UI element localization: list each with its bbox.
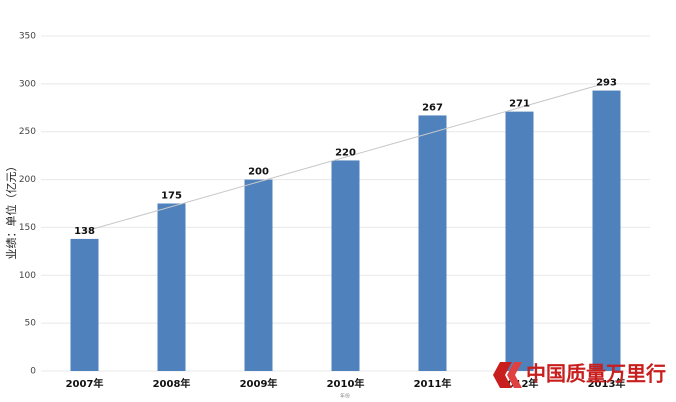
x-tick-label: 2009年 <box>240 377 278 390</box>
y-tick-label: 150 <box>19 223 36 233</box>
y-tick-label: 250 <box>19 127 36 137</box>
x-tick-label: 2011年 <box>414 377 452 390</box>
logo-shape <box>493 362 512 388</box>
data-label: 220 <box>335 147 356 158</box>
x-tick-label: 2010年 <box>327 377 365 390</box>
data-label: 271 <box>509 99 530 110</box>
x-axis-label: 年份 <box>340 393 350 400</box>
y-tick-label: 0 <box>30 367 36 377</box>
watermark: 中国质量万里行 <box>526 362 666 386</box>
bar <box>70 238 99 371</box>
y-tick-label: 50 <box>25 319 37 329</box>
trendline <box>84 82 607 232</box>
y-tick-label: 200 <box>19 175 36 185</box>
bar <box>505 111 534 371</box>
data-label: 293 <box>596 78 617 89</box>
y-tick-label: 350 <box>19 32 36 42</box>
bar <box>592 90 621 372</box>
bar <box>244 179 273 371</box>
x-tick-label: 2007年 <box>66 377 104 390</box>
y-tick-label: 100 <box>19 271 36 281</box>
bar <box>418 115 447 371</box>
bar <box>157 203 186 371</box>
y-axis-label: 业绩：单位（亿元） <box>4 161 18 260</box>
bar <box>331 160 360 371</box>
data-label: 200 <box>248 167 269 178</box>
watermark-logo <box>493 362 522 388</box>
x-tick-label: 2013年 <box>588 377 626 390</box>
logo-shape <box>507 362 522 388</box>
y-tick-label: 300 <box>19 79 36 89</box>
data-label: 267 <box>422 102 443 113</box>
data-label: 175 <box>161 191 182 202</box>
data-label: 138 <box>74 226 95 237</box>
x-tick-label: 2008年 <box>153 377 191 390</box>
